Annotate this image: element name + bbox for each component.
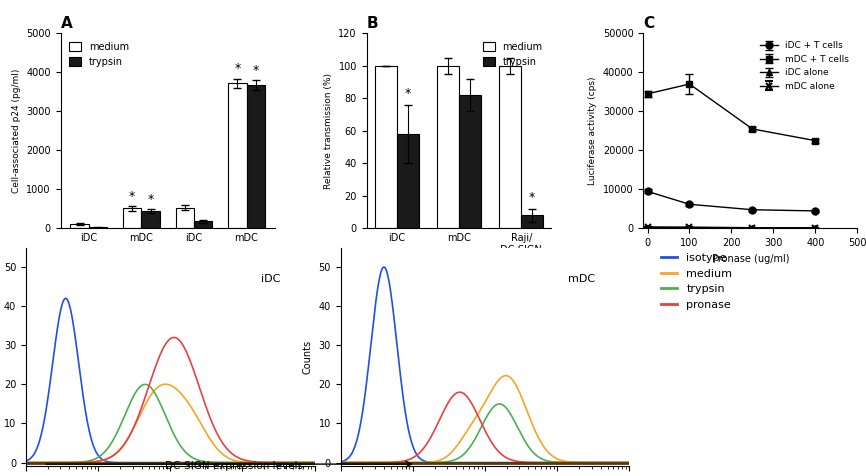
Text: *: * [404, 87, 410, 100]
Y-axis label: Luciferase activity (cps): Luciferase activity (cps) [588, 77, 598, 185]
Legend: medium, trypsin: medium, trypsin [479, 38, 546, 71]
Text: *: * [129, 190, 135, 203]
Y-axis label: Cell-associated p24 (pg/ml): Cell-associated p24 (pg/ml) [12, 69, 21, 193]
Bar [500, 66, 521, 228]
X-axis label: Pronase (ug/ml): Pronase (ug/ml) [712, 254, 789, 264]
Text: DC-SIGN expression levels: DC-SIGN expression levels [165, 461, 303, 471]
Bar [437, 66, 459, 228]
Bar [194, 221, 212, 228]
Text: *: * [529, 191, 535, 204]
Bar [521, 216, 543, 228]
Bar [247, 85, 265, 228]
Text: *: * [234, 62, 241, 76]
Y-axis label: Counts: Counts [303, 340, 313, 374]
Text: 37 °C: 37 °C [218, 273, 245, 283]
Bar [70, 224, 88, 228]
Bar [123, 208, 141, 228]
Bar [397, 134, 418, 228]
Bar [459, 95, 481, 228]
Legend: medium, trypsin: medium, trypsin [66, 38, 132, 71]
Text: *: * [147, 193, 153, 206]
Text: mDC: mDC [567, 274, 595, 284]
Bar [141, 211, 159, 228]
X-axis label: Co-cultured with T cells: Co-cultured with T cells [402, 272, 516, 282]
Bar [228, 83, 247, 228]
Text: 4 °C: 4 °C [85, 273, 106, 283]
Bar [176, 208, 194, 228]
Y-axis label: Relative transmission (%): Relative transmission (%) [324, 73, 333, 189]
Legend: isotype, medium, trypsin, pronase: isotype, medium, trypsin, pronase [661, 253, 733, 310]
Text: *: * [253, 64, 259, 77]
Text: iDC: iDC [261, 274, 280, 284]
Text: A: A [61, 16, 73, 31]
Bar [375, 66, 397, 228]
Text: C: C [643, 16, 655, 31]
Text: B: B [366, 16, 378, 31]
Legend: iDC + T cells, mDC + T cells, iDC alone, mDC alone: iDC + T cells, mDC + T cells, iDC alone,… [757, 38, 853, 95]
